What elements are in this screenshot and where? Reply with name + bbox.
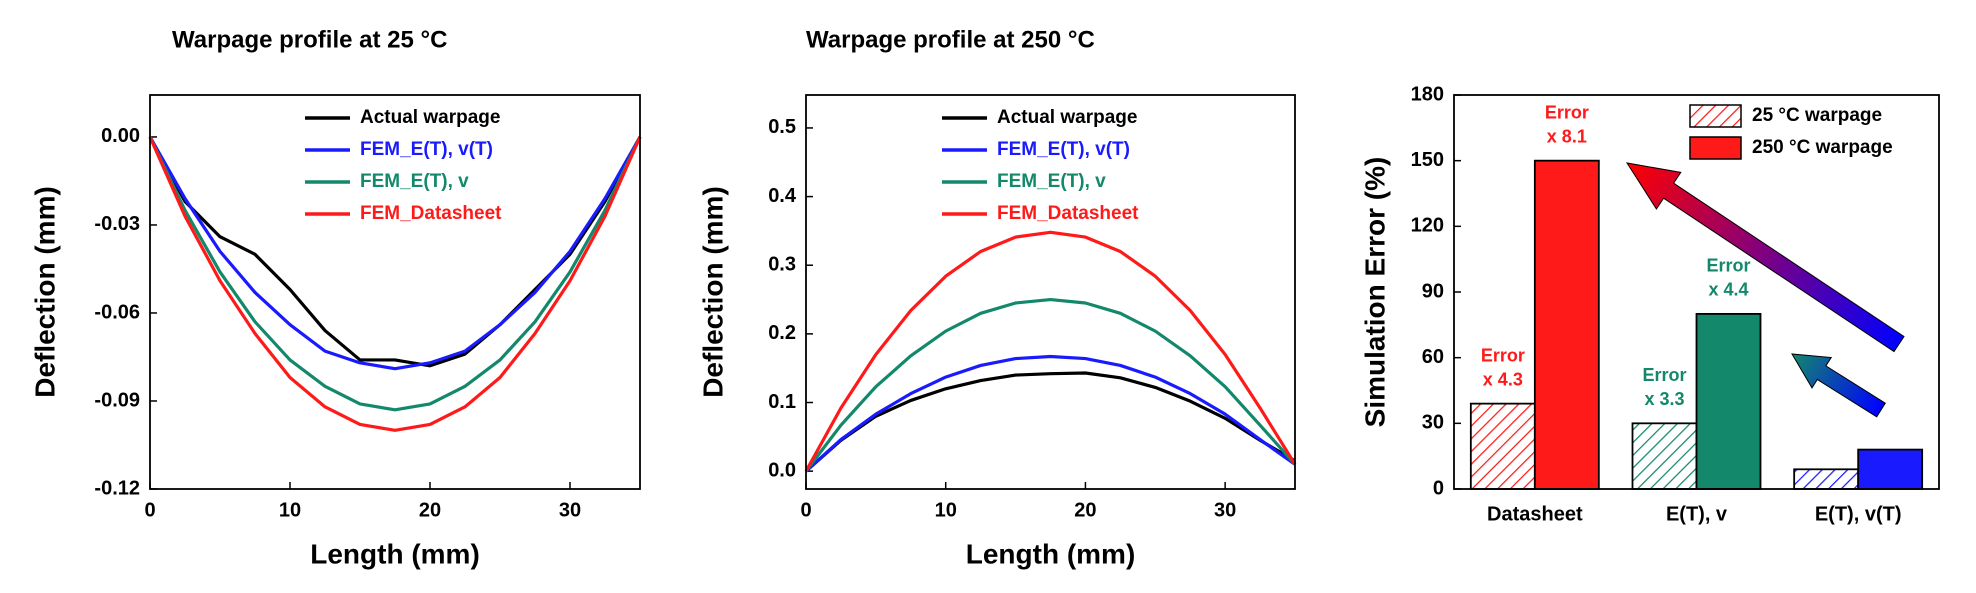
y-tick-label: 120 [1411, 215, 1444, 237]
x-tick-label: 30 [1214, 499, 1236, 521]
bar-annotation: Error [1481, 345, 1525, 365]
legend-swatch [1689, 136, 1742, 160]
legend-label: FEM_E(T), v [997, 171, 1106, 192]
legend-label: FEM_Datasheet [997, 203, 1139, 224]
x-tick-label: 0 [144, 499, 155, 521]
y-axis-label: Deflection (mm) [29, 186, 60, 398]
y-axis-label: Deflection (mm) [697, 186, 728, 398]
y-tick-label: 0.2 [768, 322, 796, 344]
x-tick-label: 30 [559, 499, 581, 521]
legend-swatch [1689, 104, 1742, 128]
y-tick-label: 0.5 [768, 116, 796, 138]
y-tick-label: 90 [1422, 280, 1444, 302]
x-tick-label: 10 [935, 499, 957, 521]
legend-label: Actual warpage [360, 107, 500, 128]
bar-annotation: x 8.1 [1547, 126, 1587, 146]
chart-title: Warpage profile at 25 °C [172, 26, 447, 53]
bar-annotation: x 4.4 [1708, 280, 1748, 300]
y-tick-label: -0.03 [94, 213, 140, 235]
y-tick-label: 180 [1411, 83, 1444, 105]
line-series [804, 297, 1297, 473]
chart-title: Warpage profile at 250 °C [806, 26, 1095, 53]
legend-label: FEM_E(T), v(T) [360, 139, 493, 160]
line-series [804, 230, 1297, 472]
bar-annotation: x 4.3 [1483, 369, 1523, 389]
y-tick-label: 0.3 [768, 254, 796, 276]
x-tick-label: E(T), v(T) [1815, 503, 1902, 525]
arrow [1791, 353, 1886, 418]
bar [1857, 448, 1924, 490]
bar [1631, 422, 1698, 490]
x-tick-label: Datasheet [1487, 503, 1583, 525]
x-axis-label: Length (mm) [966, 538, 1136, 569]
plot-frame [149, 94, 641, 490]
bar-annotation: Error [1706, 256, 1750, 276]
line-series [148, 136, 642, 412]
y-tick-label: -0.09 [94, 389, 140, 411]
y-tick-label: 0.00 [101, 125, 140, 147]
line-series [804, 354, 1296, 473]
x-tick-label: 10 [279, 499, 301, 521]
y-tick-label: 0.1 [768, 391, 796, 413]
line-series [804, 371, 1296, 473]
legend-label: FEM_Datasheet [360, 203, 502, 224]
y-tick-label: 0.0 [768, 459, 796, 481]
bar-annotation: Error [1642, 365, 1686, 385]
legend-label: FEM_E(T), v(T) [997, 139, 1130, 160]
y-tick-label: 0 [1433, 477, 1444, 499]
x-tick-label: 20 [419, 499, 441, 521]
bar [1469, 402, 1536, 490]
line-series [148, 136, 642, 371]
plot-frame [805, 94, 1296, 490]
legend-label: Actual warpage [997, 107, 1137, 128]
arrow [1625, 162, 1905, 353]
y-tick-label: -0.06 [94, 301, 140, 323]
y-tick-label: 30 [1422, 412, 1444, 434]
legend-label: 250 °C warpage [1752, 137, 1893, 158]
y-tick-label: 150 [1411, 149, 1444, 171]
legend-label: 25 °C warpage [1752, 105, 1882, 126]
bar-annotation: Error [1545, 102, 1589, 122]
bar [1793, 468, 1860, 490]
plot-frame [1453, 94, 1940, 490]
x-tick-label: 20 [1074, 499, 1096, 521]
y-tick-label: 0.4 [768, 185, 797, 207]
x-tick-label: E(T), v [1666, 503, 1728, 525]
legend-label: FEM_E(T), v [360, 171, 469, 192]
y-axis-label: Simulation Error (%) [1359, 157, 1390, 428]
x-axis-label: Length (mm) [310, 538, 480, 569]
bar [1533, 159, 1600, 490]
x-tick-label: 0 [800, 499, 811, 521]
bar [1695, 312, 1762, 490]
line-series [148, 136, 642, 432]
bar-annotation: x 3.3 [1644, 389, 1684, 409]
y-tick-label: 60 [1422, 346, 1444, 368]
y-tick-label: -0.12 [94, 477, 140, 499]
